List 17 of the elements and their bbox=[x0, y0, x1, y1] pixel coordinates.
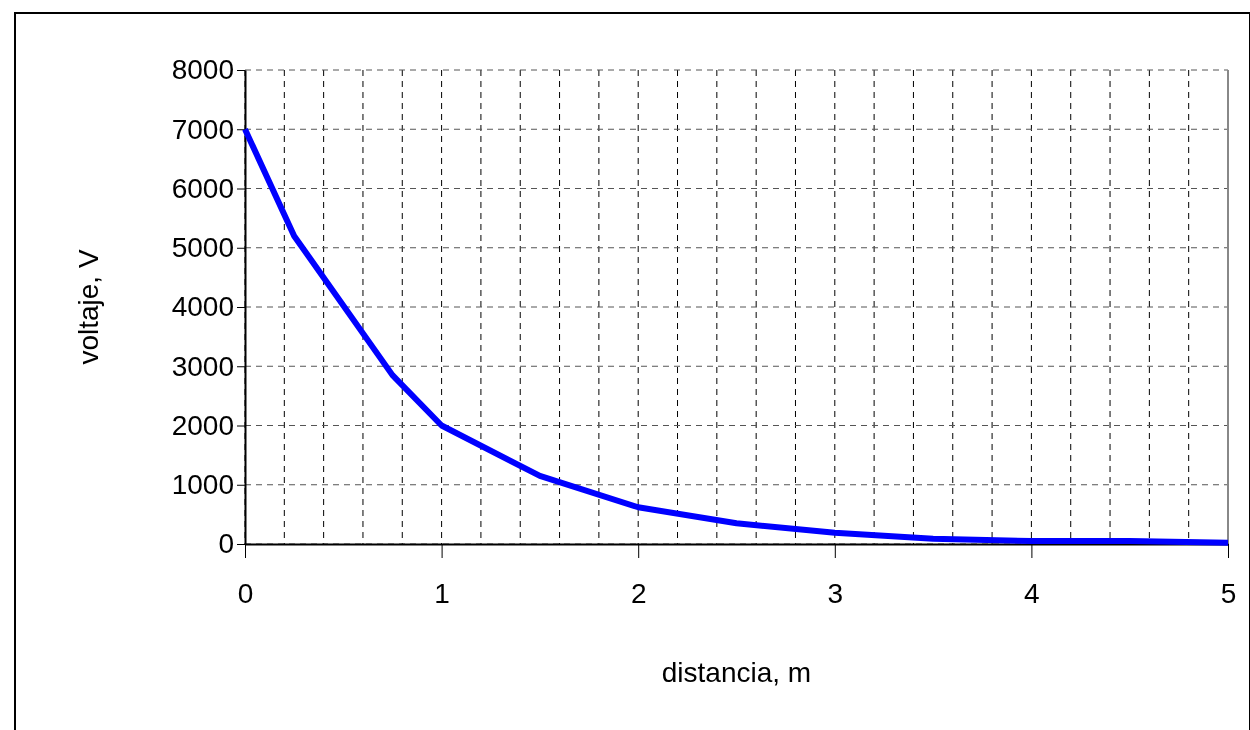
y-tick-label: 8000 bbox=[171, 54, 234, 86]
y-tick-label: 4000 bbox=[171, 291, 234, 323]
x-tick-label: 3 bbox=[827, 578, 844, 609]
x-tick-label: 2 bbox=[630, 578, 647, 609]
x-tick-label: 1 bbox=[434, 578, 450, 609]
x-tick-label: 5 bbox=[1220, 578, 1237, 609]
y-axis-title: voltaje, V bbox=[73, 249, 104, 365]
y-tick-label: 5000 bbox=[171, 232, 234, 264]
y-tick-label: 7000 bbox=[171, 113, 234, 145]
y-tick-label: 3000 bbox=[171, 350, 234, 382]
x-tick-label: 0 bbox=[237, 578, 254, 609]
x-axis-title: distancia, m bbox=[661, 657, 812, 688]
y-tick-label: 1000 bbox=[171, 469, 234, 501]
y-tick-label: 0 bbox=[218, 528, 234, 560]
y-tick-label: 6000 bbox=[171, 172, 234, 204]
x-tick-label: 4 bbox=[1024, 578, 1040, 609]
y-tick-label: 2000 bbox=[171, 409, 234, 441]
